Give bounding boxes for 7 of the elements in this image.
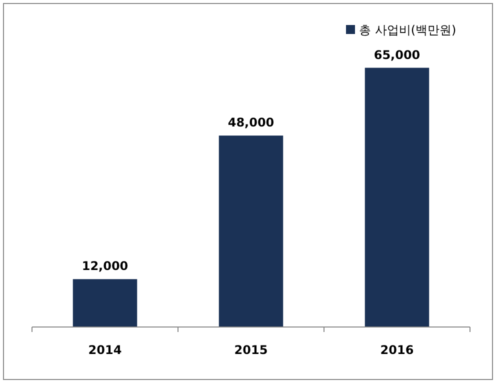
- legend-label: 총 사업비(백만원): [359, 23, 456, 37]
- data-label: 65,000: [374, 48, 420, 62]
- x-tick-label: 2015: [234, 343, 268, 357]
- x-tick-label: 2014: [88, 343, 122, 357]
- x-tick-label: 2016: [380, 343, 414, 357]
- data-label: 12,000: [82, 259, 128, 274]
- data-label: 48,000: [228, 116, 274, 130]
